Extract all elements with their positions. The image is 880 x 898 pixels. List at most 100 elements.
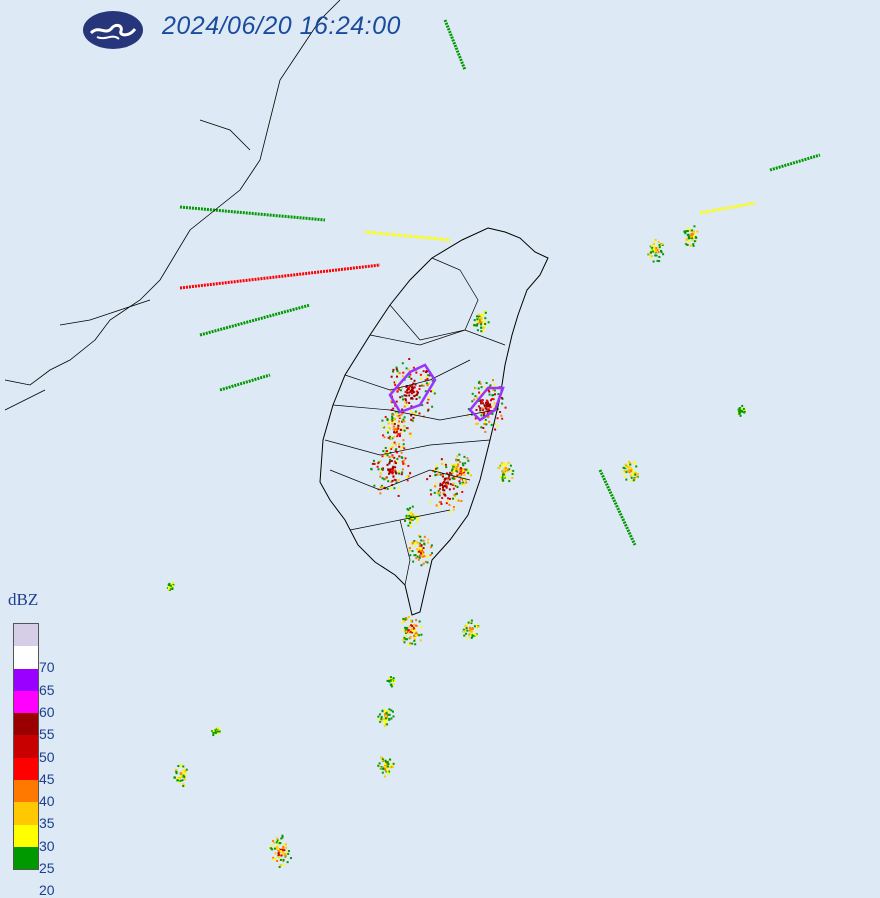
radar-echo <box>457 499 460 502</box>
radar-echo <box>404 638 407 641</box>
radar-echo <box>388 427 391 430</box>
radar-echo <box>385 716 388 719</box>
radar-echo <box>407 475 410 478</box>
radar-echo <box>392 425 395 428</box>
radar-echo <box>408 401 411 404</box>
radar-echo <box>695 236 698 239</box>
radar-echo <box>426 401 429 404</box>
radar-echo <box>402 429 405 432</box>
radar-echo <box>382 434 385 437</box>
radar-echo <box>406 391 409 394</box>
radar-echo <box>438 491 441 494</box>
radar-echo <box>383 710 386 713</box>
radar-echo <box>500 465 503 468</box>
radar-echo <box>493 422 496 425</box>
radar-echo <box>383 762 386 765</box>
radar-echo <box>390 437 393 440</box>
radar-echo <box>402 459 405 462</box>
radar-echo <box>408 375 411 378</box>
radar-echo <box>462 464 465 467</box>
radar-echo <box>442 485 445 488</box>
radar-echo <box>397 433 400 436</box>
radar-echo <box>422 539 425 542</box>
radar-echo <box>393 460 396 463</box>
radar-echo <box>691 238 694 241</box>
radar-echo <box>478 315 481 318</box>
radar-echo <box>383 478 386 481</box>
radar-echo <box>629 463 632 466</box>
radar-echo <box>445 483 448 486</box>
radar-echo <box>506 476 509 479</box>
radar-echo <box>459 482 462 485</box>
radar-echo <box>388 713 391 716</box>
radar-echo <box>403 429 406 432</box>
radar-echo <box>467 408 470 411</box>
radar-echo <box>637 473 640 476</box>
radar-echo <box>418 545 421 548</box>
radar-echo <box>406 629 409 632</box>
radar-echo <box>410 512 413 515</box>
radar-echo <box>378 762 381 765</box>
radar-echo <box>477 313 480 316</box>
radar-echo <box>411 517 414 520</box>
radar-echo <box>381 477 384 480</box>
radar-echo <box>417 391 420 394</box>
radar-echo <box>445 502 448 505</box>
radar-echo <box>394 418 397 421</box>
radar-echo <box>498 466 501 469</box>
radar-echo <box>393 679 396 682</box>
radar-echo <box>458 473 461 476</box>
radar-echo <box>404 626 407 629</box>
radar-echo <box>461 472 464 475</box>
radar-echo <box>279 864 282 867</box>
radar-echo <box>167 586 170 589</box>
radar-echo <box>284 853 287 856</box>
radar-echo <box>486 401 489 404</box>
radar-echo <box>379 460 382 463</box>
radar-echo <box>409 542 412 545</box>
radar-echo <box>402 446 405 449</box>
radar-echo <box>463 630 466 633</box>
radar-echo <box>386 718 389 721</box>
radar-echo <box>459 477 462 480</box>
legend-label: 35 <box>39 815 55 832</box>
radar-echo <box>503 474 506 477</box>
radar-echo <box>484 430 487 433</box>
radar-echo <box>388 460 391 463</box>
radar-clutter-ray <box>179 263 381 290</box>
radar-echo <box>649 251 652 254</box>
radar-echo <box>635 465 638 468</box>
radar-echo <box>743 411 746 414</box>
radar-echo <box>459 469 462 472</box>
radar-echo <box>407 524 410 527</box>
radar-echo <box>408 391 411 394</box>
radar-echo <box>489 384 492 387</box>
radar-echo <box>423 535 426 538</box>
radar-echo <box>396 429 399 432</box>
radar-echo <box>388 471 391 474</box>
radar-echo <box>394 449 397 452</box>
radar-echo <box>692 232 695 235</box>
radar-echo <box>390 471 393 474</box>
radar-echo <box>418 388 421 391</box>
radar-echo <box>284 854 287 857</box>
radar-echo <box>474 417 477 420</box>
radar-echo <box>481 399 484 402</box>
radar-echo <box>439 487 442 490</box>
radar-echo <box>397 388 400 391</box>
radar-echo <box>458 460 461 463</box>
radar-echo <box>413 631 416 634</box>
radar-echo <box>214 729 217 732</box>
radar-echo <box>386 723 389 726</box>
radar-echo <box>413 394 416 397</box>
radar-echo <box>377 715 380 718</box>
radar-echo <box>383 724 386 727</box>
radar-echo <box>628 467 631 470</box>
radar-echo <box>630 476 633 479</box>
radar-echo <box>654 240 657 243</box>
radar-echo <box>420 544 423 547</box>
radar-echo <box>471 627 474 630</box>
radar-echo <box>479 409 482 412</box>
radar-echo <box>690 232 693 235</box>
radar-echo <box>411 391 414 394</box>
